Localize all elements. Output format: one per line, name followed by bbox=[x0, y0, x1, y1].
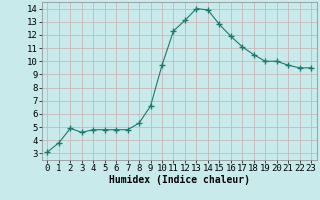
X-axis label: Humidex (Indice chaleur): Humidex (Indice chaleur) bbox=[109, 175, 250, 185]
